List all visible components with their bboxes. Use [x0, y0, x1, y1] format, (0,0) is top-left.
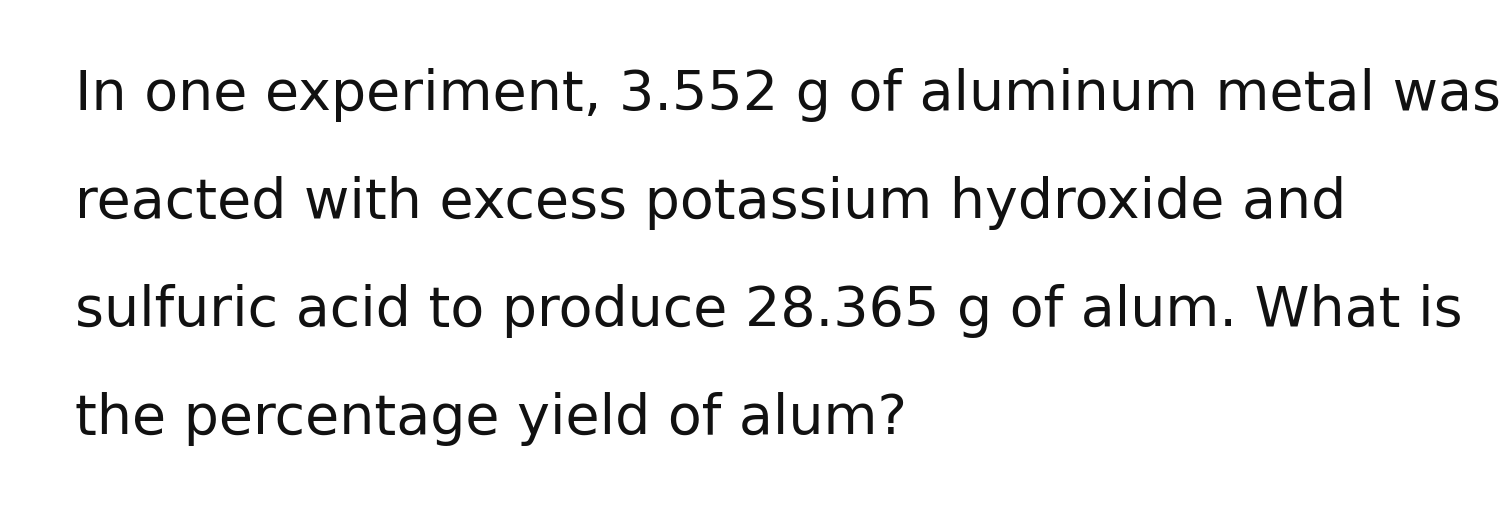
Text: In one experiment, 3.552 g of aluminum metal was: In one experiment, 3.552 g of aluminum m… [75, 68, 1500, 122]
Text: the percentage yield of alum?: the percentage yield of alum? [75, 392, 907, 446]
Text: sulfuric acid to produce 28.365 g of alum. What is: sulfuric acid to produce 28.365 g of alu… [75, 284, 1462, 338]
Text: reacted with excess potassium hydroxide and: reacted with excess potassium hydroxide … [75, 176, 1347, 230]
